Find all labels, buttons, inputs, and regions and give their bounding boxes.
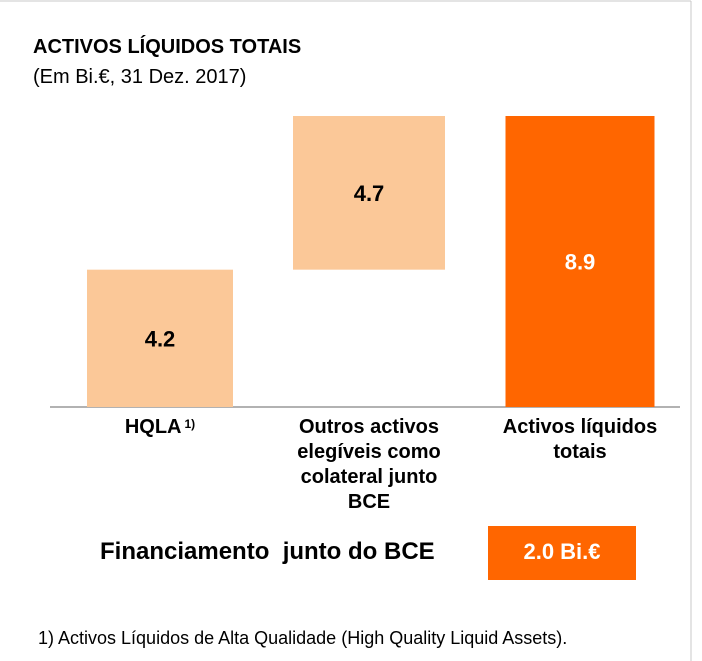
value-label: 8.9 (565, 250, 596, 275)
bar (87, 269, 233, 407)
footnote: 1) Activos Líquidos de Alta Qualidade (H… (38, 628, 568, 648)
category-mark: 1) (184, 417, 196, 431)
category-text: HQLA (124, 416, 182, 438)
annotation-value: 2.0 Bi.€ (523, 539, 601, 564)
subtitle: (Em Bi.€, 31 Dez. 2017) (33, 66, 247, 88)
x-tick-label: Outros activos elegíveis como colateral … (279, 415, 459, 515)
x-tick-label: HQLA 1) (60, 415, 260, 440)
category-text: Activos líquidos totais (502, 416, 658, 463)
annotation-box (488, 526, 636, 580)
bar (293, 116, 445, 270)
x-tick-label: Activos líquidos totais (500, 415, 660, 465)
title: ACTIVOS LÍQUIDOS TOTAIS (33, 36, 302, 58)
annotation-text: Financiamento junto do BCE (100, 538, 435, 565)
bar (505, 116, 655, 407)
value-label: 4.7 (354, 181, 385, 206)
value-label: 4.2 (145, 326, 176, 351)
category-text: Outros activos elegíveis como colateral … (297, 416, 441, 513)
